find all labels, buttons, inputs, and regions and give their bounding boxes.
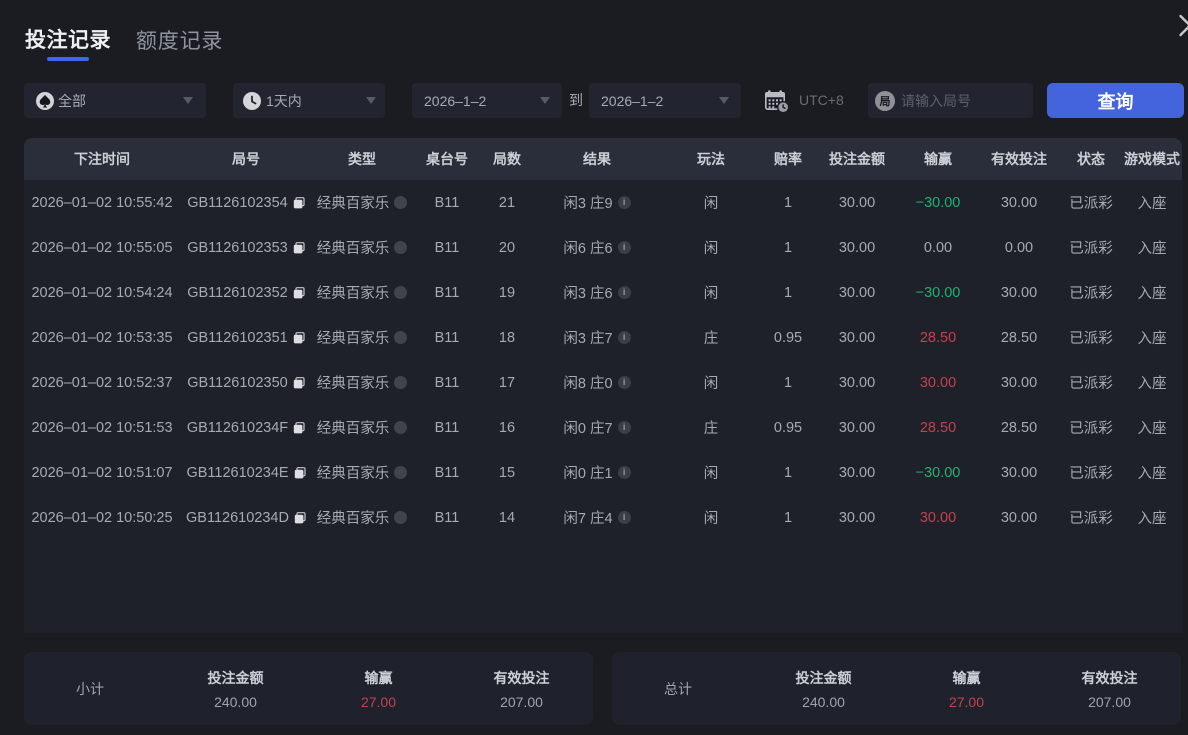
svg-text:局: 局 <box>879 95 891 108</box>
